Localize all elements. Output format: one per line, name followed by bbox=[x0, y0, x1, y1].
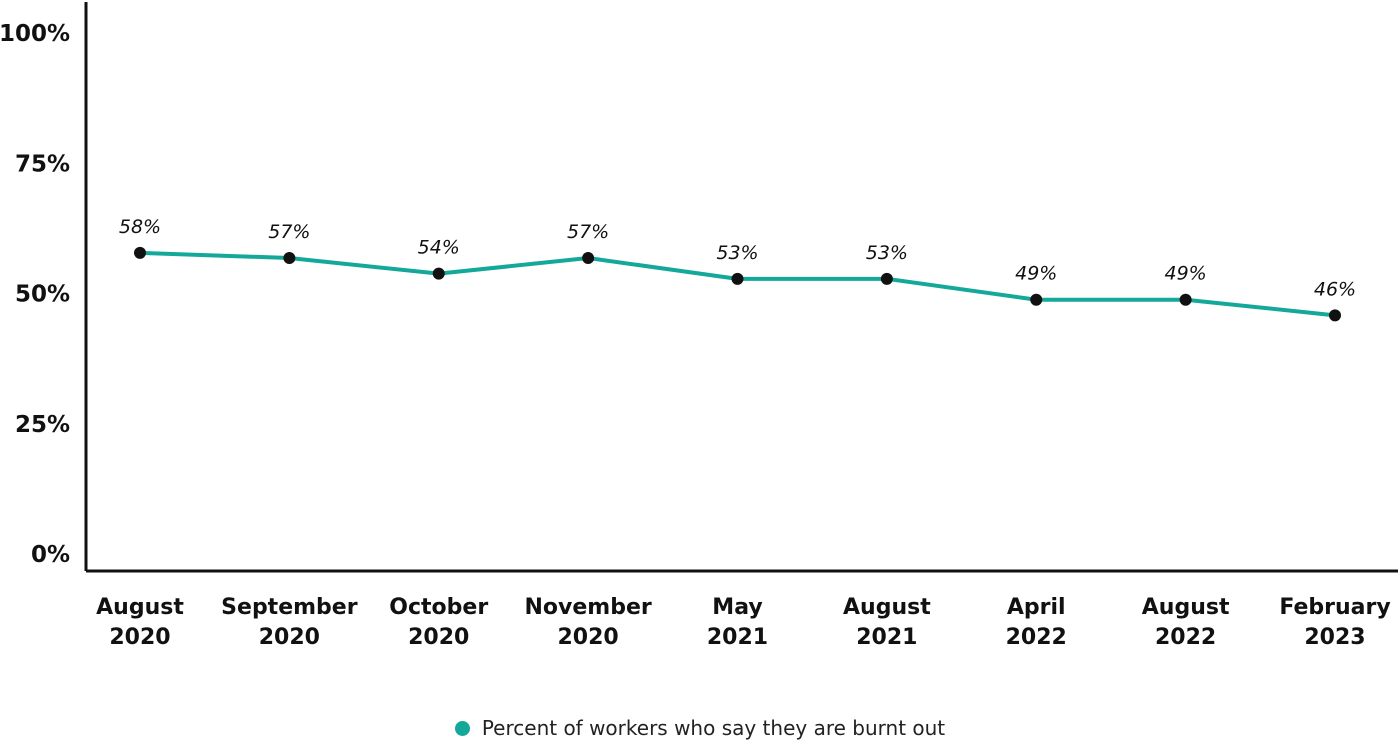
x-tick-label-line: 2020 bbox=[408, 625, 469, 650]
x-tick-label-line: 2022 bbox=[1006, 625, 1067, 650]
y-tick-label: 25% bbox=[15, 412, 70, 438]
x-tick-label-line: 2021 bbox=[707, 625, 768, 650]
legend: Percent of workers who say they are burn… bbox=[0, 716, 1400, 740]
data-point bbox=[582, 252, 595, 265]
x-tick-label: August 2022 bbox=[1142, 595, 1230, 650]
x-tick-label-line: April bbox=[1007, 595, 1066, 620]
x-tick-label-line: September bbox=[221, 595, 358, 620]
data-label: 54% bbox=[418, 237, 460, 259]
data-labels: 58% 57% 54% 57% 53% 53% 49% 49% 46% bbox=[119, 216, 1356, 301]
x-tick-label-line: 2020 bbox=[109, 625, 170, 650]
data-point bbox=[880, 272, 893, 285]
data-label: 58% bbox=[119, 216, 161, 238]
x-tick-label: April 2022 bbox=[1006, 595, 1067, 650]
x-tick-label: May 2021 bbox=[707, 595, 768, 650]
data-point bbox=[1030, 293, 1043, 306]
data-point bbox=[432, 267, 445, 280]
x-tick-label-line: August bbox=[1142, 595, 1230, 620]
data-label: 49% bbox=[1015, 263, 1057, 285]
x-tick-label: October 2020 bbox=[389, 595, 488, 650]
data-label: 57% bbox=[268, 221, 310, 243]
y-tick-label: 100% bbox=[0, 21, 70, 47]
data-label: 53% bbox=[716, 242, 758, 264]
data-point bbox=[283, 252, 296, 265]
x-tick-label-line: 2020 bbox=[558, 625, 619, 650]
y-tick-label: 0% bbox=[31, 542, 70, 568]
x-tick-label-line: 2020 bbox=[259, 625, 320, 650]
legend-marker bbox=[454, 720, 470, 736]
data-point bbox=[134, 246, 146, 259]
x-tick-label: November 2020 bbox=[525, 595, 652, 650]
x-tick-label-line: 2021 bbox=[856, 625, 917, 650]
y-axis-ticks: 100% 75% 50% 25% 0% bbox=[0, 21, 70, 568]
data-label: 46% bbox=[1314, 278, 1356, 300]
x-tick-label-line: May bbox=[712, 595, 762, 620]
x-tick-label-line: August bbox=[843, 595, 931, 620]
data-point bbox=[731, 272, 744, 285]
x-tick-label: August 2020 bbox=[96, 595, 184, 650]
x-tick-label-line: October bbox=[389, 595, 488, 620]
x-tick-label-line: February bbox=[1279, 595, 1390, 620]
data-point bbox=[1179, 293, 1192, 306]
data-point bbox=[1329, 309, 1341, 322]
data-label: 57% bbox=[567, 221, 609, 243]
x-tick-label: August 2021 bbox=[843, 595, 931, 650]
x-tick-label-line: 2023 bbox=[1304, 625, 1365, 650]
x-tick-label: September 2020 bbox=[221, 595, 358, 650]
data-label: 49% bbox=[1165, 263, 1207, 285]
data-points bbox=[134, 246, 1341, 322]
legend-label: Percent of workers who say they are burn… bbox=[481, 716, 946, 740]
x-tick-label-line: November bbox=[525, 595, 652, 620]
x-tick-label-line: August bbox=[96, 595, 184, 620]
y-tick-label: 75% bbox=[15, 151, 70, 177]
x-tick-label: February 2023 bbox=[1279, 595, 1390, 650]
y-tick-label: 50% bbox=[15, 282, 70, 308]
data-label: 53% bbox=[866, 242, 908, 264]
x-tick-label-line: 2022 bbox=[1155, 625, 1216, 650]
